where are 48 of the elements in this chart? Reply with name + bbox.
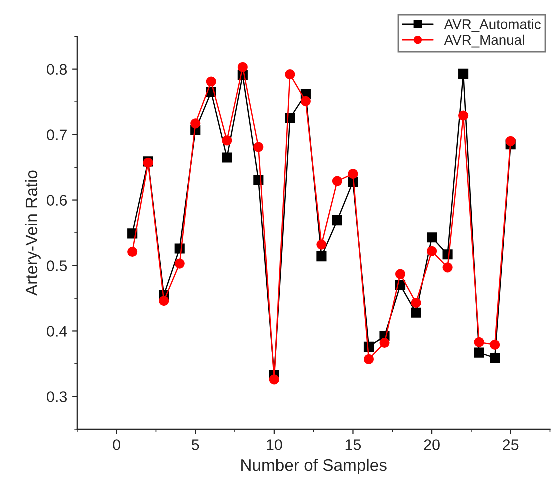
point (458, 110, 469, 121)
y-tick-label: 0.4 (47, 326, 68, 337)
x-tick-label: 0 (113, 440, 120, 450)
point (128, 246, 138, 258)
point (490, 340, 500, 350)
x-tick-label: 25 (503, 440, 519, 450)
point (411, 308, 422, 318)
point (348, 169, 358, 180)
legend-label: AVR_Automatic (444, 19, 541, 32)
point (316, 252, 327, 262)
point (458, 68, 469, 79)
point (238, 62, 248, 72)
point (190, 118, 201, 129)
point (269, 374, 280, 385)
point (411, 298, 422, 308)
point (285, 70, 296, 80)
y-axis-title: Artery-Vein Ratio (25, 170, 41, 296)
y-tick-label: 0.3 (47, 392, 68, 402)
point (506, 136, 516, 146)
point (332, 216, 342, 226)
point (174, 258, 185, 269)
x-tick-label: 5 (192, 440, 200, 450)
point (490, 353, 500, 364)
x-tick-label: 10 (267, 440, 282, 450)
legend-label: AVR_Manual (444, 34, 524, 48)
y-tick-label: 0.8 (47, 64, 68, 76)
y-tick-label: 0.6 (47, 195, 68, 206)
point (159, 296, 170, 306)
point (364, 354, 374, 364)
point (442, 262, 453, 273)
point (300, 96, 311, 106)
point (395, 269, 406, 280)
x-tick-label: 15 (346, 440, 362, 450)
point (380, 338, 390, 348)
point (332, 176, 342, 186)
point (222, 152, 232, 163)
x-tick-label: 20 (424, 440, 440, 450)
point (474, 337, 484, 348)
point (426, 232, 438, 243)
point (426, 246, 438, 256)
point (206, 76, 216, 87)
x-axis-title: Number of Samples (242, 458, 387, 474)
point (316, 240, 327, 250)
point (222, 136, 232, 146)
y-tick-label: 0.7 (47, 130, 67, 140)
y-tick-label: 0.5 (47, 260, 68, 272)
point (254, 142, 264, 152)
point (474, 348, 484, 358)
